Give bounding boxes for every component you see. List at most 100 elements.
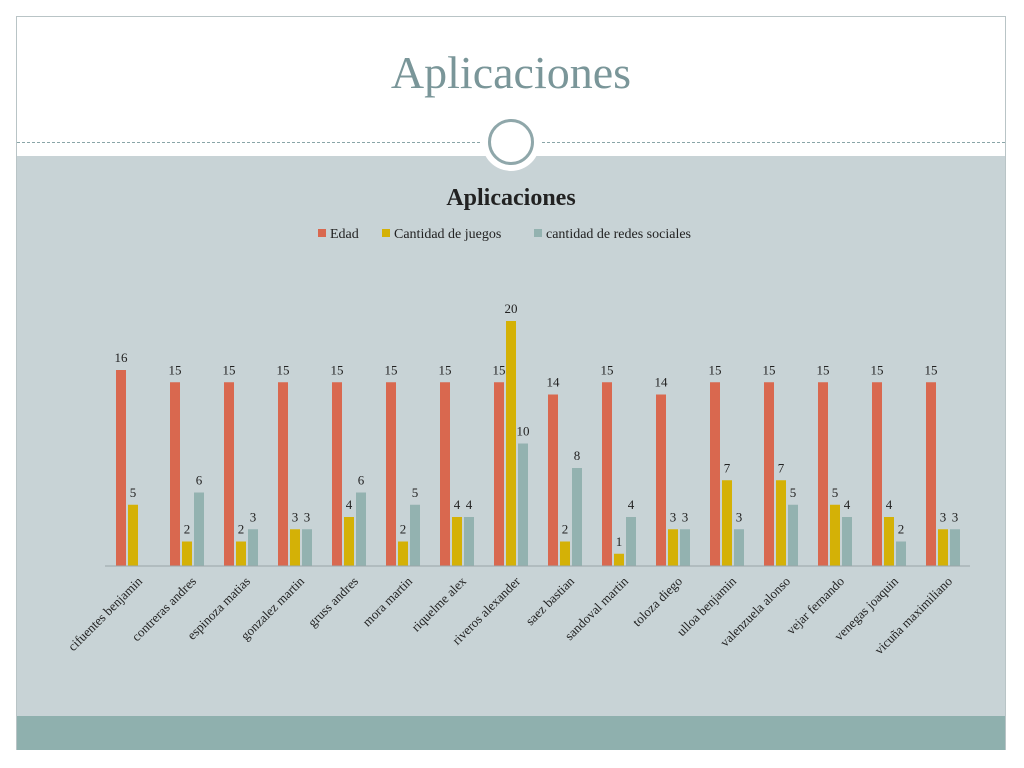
- bar-edad-sandoval-martin: [602, 382, 612, 566]
- bar-cantidad-de-redes-sociales-espinoza-matias: [248, 529, 258, 566]
- bar-cantidad-de-juegos-ulloa-benjamin: [722, 480, 732, 566]
- bar-cantidad-de-juegos-riveros-alexander: [506, 321, 516, 566]
- value-label-cantidad-de-juegos-riveros-alexander: 20: [505, 301, 518, 316]
- category-label-cifuentes-benjamin: cifuentes benjamin: [65, 573, 146, 654]
- bar-cantidad-de-juegos-vejar-fernando: [830, 504, 840, 566]
- value-label-edad-gonzalez-martin: 15: [277, 362, 290, 377]
- value-label-edad-riveros-alexander: 15: [493, 362, 506, 377]
- value-label-cantidad-de-redes-sociales-venegas-joaquin: 2: [898, 522, 905, 537]
- legend-label-cantidad-de-redes-sociales: cantidad de redes sociales: [546, 227, 691, 242]
- bar-cantidad-de-juegos-saez-bastian: [560, 541, 570, 566]
- bar-edad-mora-martin: [386, 382, 396, 566]
- value-label-edad-toloza-diego: 14: [655, 375, 669, 390]
- category-label-saez-bastian: saez bastian: [522, 573, 577, 628]
- chart-title: Aplicaciones: [446, 185, 575, 211]
- value-label-cantidad-de-juegos-riquelme-alex: 4: [454, 497, 461, 512]
- chart-legend: Edad Cantidad de juegos cantidad de redes …: [318, 227, 691, 242]
- value-label-cantidad-de-juegos-vejar-fernando: 5: [832, 485, 839, 500]
- bar-edad-contreras-andres: [170, 382, 180, 566]
- bars-group: [116, 321, 960, 566]
- value-label-cantidad-de-redes-sociales-contreras-andres: 6: [196, 473, 203, 488]
- bar-edad-riveros-alexander: [494, 382, 504, 566]
- bar-edad-saez-bastian: [548, 394, 558, 566]
- value-label-edad-contreras-andres: 15: [169, 362, 182, 377]
- bar-cantidad-de-juegos-cifuentes-benjamin: [128, 504, 138, 566]
- legend-label-edad: Edad: [330, 227, 359, 242]
- value-label-cantidad-de-redes-sociales-espinoza-matias: 3: [250, 509, 257, 524]
- bar-cantidad-de-redes-sociales-vejar-fernando: [842, 517, 852, 566]
- bar-cantidad-de-redes-sociales-mora-martin: [410, 504, 420, 566]
- bar-edad-ulloa-benjamin: [710, 382, 720, 566]
- bar-cantidad-de-redes-sociales-gruss-andres: [356, 492, 366, 566]
- bar-edad-cifuentes-benjamin: [116, 370, 126, 566]
- bar-cantidad-de-redes-sociales-contreras-andres: [194, 492, 204, 566]
- value-label-cantidad-de-redes-sociales-mora-martin: 5: [412, 485, 419, 500]
- value-label-cantidad-de-juegos-venegas-joaquin: 4: [886, 497, 893, 512]
- legend-swatch-cantidad-de-juegos: [382, 229, 390, 237]
- bar-cantidad-de-redes-sociales-vicuna-maximiliano: [950, 529, 960, 566]
- bar-cantidad-de-redes-sociales-saez-bastian: [572, 468, 582, 566]
- bar-edad-toloza-diego: [656, 394, 666, 566]
- legend-swatch-edad: [318, 229, 326, 237]
- value-label-cantidad-de-redes-sociales-vejar-fernando: 4: [844, 497, 851, 512]
- value-label-cantidad-de-juegos-cifuentes-benjamin: 5: [130, 485, 137, 500]
- bar-edad-espinoza-matias: [224, 382, 234, 566]
- bar-edad-gruss-andres: [332, 382, 342, 566]
- value-label-edad-espinoza-matias: 15: [223, 362, 236, 377]
- value-label-edad-saez-bastian: 14: [547, 375, 561, 390]
- value-label-cantidad-de-juegos-sandoval-martin: 1: [616, 534, 623, 549]
- value-label-edad-cifuentes-benjamin: 16: [115, 350, 129, 365]
- bar-cantidad-de-juegos-mora-martin: [398, 541, 408, 566]
- footer-band: [17, 716, 1005, 750]
- bar-cantidad-de-redes-sociales-gonzalez-martin: [302, 529, 312, 566]
- value-label-cantidad-de-redes-sociales-toloza-diego: 3: [682, 509, 689, 524]
- bar-cantidad-de-redes-sociales-riveros-alexander: [518, 443, 528, 566]
- bar-edad-riquelme-alex: [440, 382, 450, 566]
- bar-cantidad-de-juegos-vicuna-maximiliano: [938, 529, 948, 566]
- value-label-cantidad-de-juegos-mora-martin: 2: [400, 522, 407, 537]
- ring-ornament-inner: [488, 119, 534, 165]
- value-label-cantidad-de-redes-sociales-sandoval-martin: 4: [628, 497, 635, 512]
- bar-cantidad-de-juegos-riquelme-alex: [452, 517, 462, 566]
- bar-cantidad-de-redes-sociales-ulloa-benjamin: [734, 529, 744, 566]
- value-label-cantidad-de-redes-sociales-vicuna-maximiliano: 3: [952, 509, 959, 524]
- bar-cantidad-de-redes-sociales-valenzuela-alonso: [788, 504, 798, 566]
- legend-swatch-cantidad-de-redes-sociales: [534, 229, 542, 237]
- bar-cantidad-de-redes-sociales-riquelme-alex: [464, 517, 474, 566]
- legend-label-cantidad-de-juegos: Cantidad de juegos: [394, 227, 501, 242]
- value-label-cantidad-de-redes-sociales-valenzuela-alonso: 5: [790, 485, 797, 500]
- value-label-cantidad-de-juegos-saez-bastian: 2: [562, 522, 569, 537]
- value-label-cantidad-de-juegos-toloza-diego: 3: [670, 509, 677, 524]
- value-label-cantidad-de-juegos-gonzalez-martin: 3: [292, 509, 299, 524]
- bar-cantidad-de-redes-sociales-venegas-joaquin: [896, 541, 906, 566]
- value-label-cantidad-de-juegos-gruss-andres: 4: [346, 497, 353, 512]
- value-label-cantidad-de-redes-sociales-gonzalez-martin: 3: [304, 509, 311, 524]
- bar-edad-venegas-joaquin: [872, 382, 882, 566]
- bar-cantidad-de-juegos-espinoza-matias: [236, 541, 246, 566]
- bar-cantidad-de-juegos-gonzalez-martin: [290, 529, 300, 566]
- bar-cantidad-de-redes-sociales-toloza-diego: [680, 529, 690, 566]
- value-label-edad-gruss-andres: 15: [331, 362, 344, 377]
- value-label-edad-ulloa-benjamin: 15: [709, 362, 722, 377]
- category-label-mora-martin: mora martin: [359, 573, 415, 629]
- bar-edad-vicuna-maximiliano: [926, 382, 936, 566]
- value-label-cantidad-de-juegos-espinoza-matias: 2: [238, 522, 245, 537]
- bar-cantidad-de-juegos-valenzuela-alonso: [776, 480, 786, 566]
- bar-cantidad-de-juegos-contreras-andres: [182, 541, 192, 566]
- slide-title: Aplicaciones: [390, 47, 632, 98]
- value-label-cantidad-de-juegos-valenzuela-alonso: 7: [778, 460, 785, 475]
- value-label-edad-vicuna-maximiliano: 15: [925, 362, 938, 377]
- category-label-gruss-andres: gruss andres: [305, 574, 361, 630]
- value-label-edad-valenzuela-alonso: 15: [763, 362, 776, 377]
- value-label-edad-sandoval-martin: 15: [601, 362, 614, 377]
- value-label-edad-riquelme-alex: 15: [439, 362, 452, 377]
- value-label-cantidad-de-juegos-contreras-andres: 2: [184, 522, 191, 537]
- bar-cantidad-de-juegos-toloza-diego: [668, 529, 678, 566]
- value-label-cantidad-de-juegos-ulloa-benjamin: 7: [724, 460, 731, 475]
- value-label-cantidad-de-juegos-vicuna-maximiliano: 3: [940, 509, 947, 524]
- bar-edad-vejar-fernando: [818, 382, 828, 566]
- value-label-edad-vejar-fernando: 15: [817, 362, 830, 377]
